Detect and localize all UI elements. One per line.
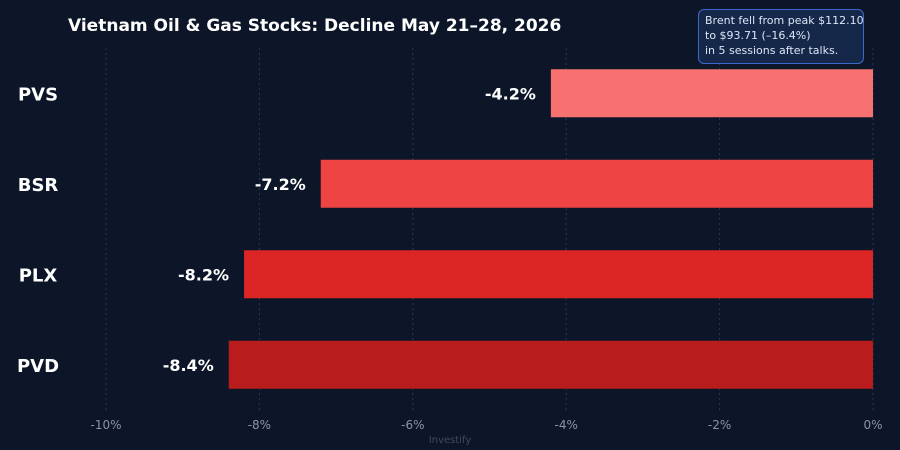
annotation-line: in 5 sessions after talks. xyxy=(705,44,839,57)
bar-plx xyxy=(244,250,873,299)
data-label: -8.4% xyxy=(163,356,214,375)
bar-pvs xyxy=(550,69,873,118)
annotation-line: to $93.71 (–16.4%) xyxy=(705,29,811,42)
annotation-box: Brent fell from peak $112.10 to $93.71 (… xyxy=(698,9,864,64)
category-label: PLX xyxy=(19,265,58,286)
x-axis: -10% -8% -6% -4% -2% 0% xyxy=(90,418,882,432)
category-label: BSR xyxy=(18,175,59,196)
x-tick-label: -8% xyxy=(248,418,271,432)
bar-pvd xyxy=(228,340,874,389)
annotation-line: Brent fell from peak $112.10 xyxy=(705,14,864,27)
data-label: -4.2% xyxy=(485,84,536,103)
category-label: PVD xyxy=(17,356,59,377)
bars xyxy=(228,69,874,389)
bar-bsr xyxy=(320,159,873,208)
x-tick-label: -6% xyxy=(401,418,424,432)
x-tick-label: -10% xyxy=(90,418,121,432)
labels: PVS -4.2% BSR -7.2% PLX -8.2% PVD -8.4% xyxy=(17,84,536,377)
x-tick-label: 0% xyxy=(863,418,882,432)
data-label: -7.2% xyxy=(255,175,306,194)
category-label: PVS xyxy=(18,84,58,105)
chart-title: Vietnam Oil & Gas Stocks: Decline May 21… xyxy=(68,16,561,36)
x-tick-label: -4% xyxy=(555,418,578,432)
x-tick-label: -2% xyxy=(708,418,731,432)
watermark: Investify xyxy=(429,435,472,446)
data-label: -8.2% xyxy=(178,265,229,284)
